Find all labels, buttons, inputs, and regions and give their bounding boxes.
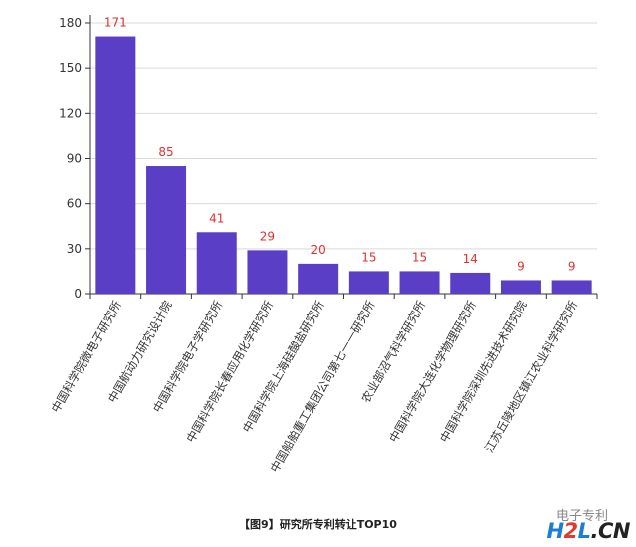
bar: [95, 36, 136, 295]
bar: [551, 280, 592, 294]
bar: [196, 232, 237, 294]
data-label: 15: [412, 250, 427, 264]
bar: [146, 166, 187, 294]
y-tick-label: 30: [67, 242, 82, 256]
brand-cn: .CN: [590, 519, 631, 543]
data-label: 20: [311, 243, 326, 257]
x-tick-labels: 中国科学院微电子研究所中国航动力研究设计院中国科学院电子学研究所中国科学院长春应…: [49, 294, 598, 475]
x-tick-label: 中国船舶重工集团公司第七一一研究所: [268, 298, 378, 475]
bars: [95, 36, 592, 295]
x-tick-label: 中国科学院大连化学物理研究所: [386, 298, 479, 445]
bar: [399, 271, 440, 294]
data-label: 41: [209, 211, 224, 225]
watermark-gray-text: 电子专利: [556, 509, 609, 524]
y-tick-label: 120: [59, 106, 82, 120]
data-label: 171: [104, 16, 127, 30]
y-tick-label: 60: [67, 197, 82, 211]
y-tick-label: 150: [59, 61, 82, 75]
watermark-brand: H2L.CN: [546, 519, 630, 543]
data-label: 85: [158, 145, 173, 159]
data-label: 14: [463, 252, 478, 266]
x-tick-label: 中国科学院深圳先进技术研究院: [437, 298, 530, 445]
brand-2: 2: [563, 519, 579, 543]
data-label: 15: [361, 250, 376, 264]
bar: [450, 272, 491, 294]
brand-h: H: [546, 519, 564, 543]
x-tick-label: 江苏丘陵地区镇江农业科学研究所: [482, 298, 581, 455]
data-label: 9: [517, 259, 525, 273]
bar: [247, 250, 288, 294]
bar: [348, 271, 389, 294]
y-tick-label: 0: [74, 287, 82, 301]
brand-l: L: [577, 519, 591, 543]
y-tick-label: 90: [67, 152, 82, 166]
bar: [500, 280, 541, 294]
y-tick-label: 180: [59, 16, 82, 30]
chart-caption: 【图9】研究所专利转让TOP10: [239, 518, 397, 531]
bar: [298, 263, 339, 294]
watermark-logo: 电子专利 H2L.CN: [528, 505, 636, 547]
data-label: 9: [568, 259, 576, 273]
data-labels: 171 85 41 29 20 15 15 14 9 9: [104, 16, 576, 274]
x-tick-label: 中国科学院长春应用化学研究所: [183, 298, 276, 445]
data-label: 29: [260, 229, 275, 243]
